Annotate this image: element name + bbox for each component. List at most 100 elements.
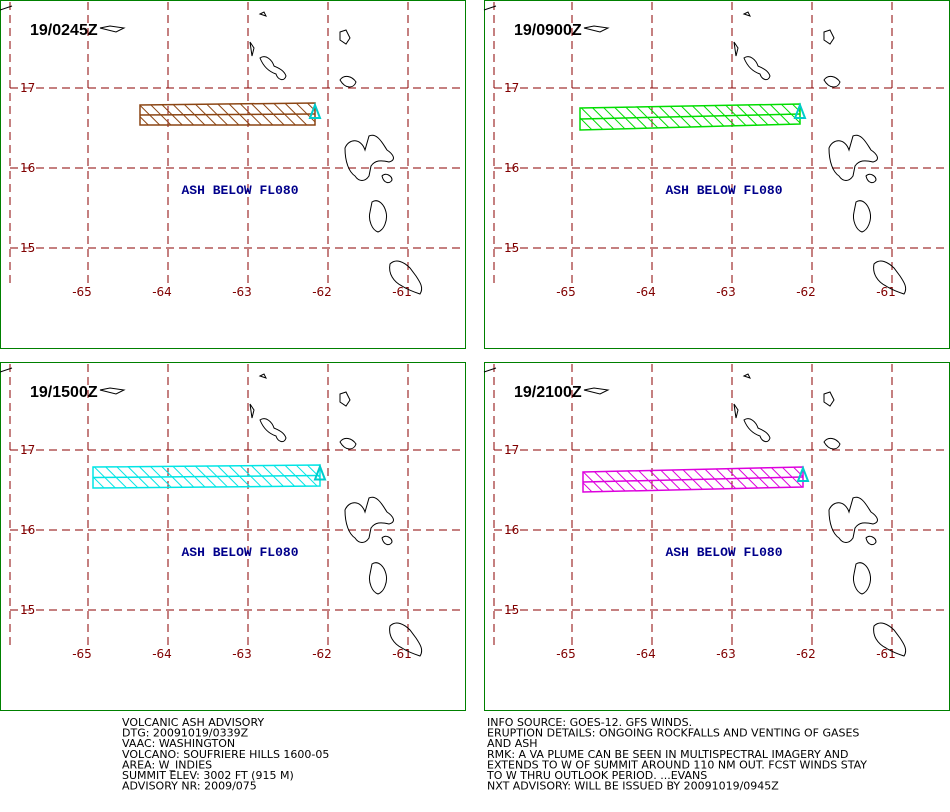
coastline <box>339 75 357 88</box>
coastline <box>828 496 878 543</box>
plume-axis <box>139 113 316 116</box>
coastline <box>743 418 771 443</box>
coastline <box>742 11 751 17</box>
valid-time: 19/1500Z <box>30 384 98 401</box>
coastline <box>743 56 771 81</box>
footer-line: VOLCANO: SOUFRIERE HILLS 1600-05 <box>122 748 329 761</box>
ash-level: ASH BELOW FL080 <box>665 183 782 198</box>
coastline <box>369 200 387 233</box>
lon-label: -63 <box>232 285 252 299</box>
lon-label: -63 <box>716 647 736 661</box>
lon-label: -65 <box>72 285 92 299</box>
lon-label: -61 <box>876 647 896 661</box>
lon-label: -64 <box>636 647 656 661</box>
lon-label: -65 <box>556 647 576 661</box>
coastline <box>733 41 739 57</box>
footer-line: TO W THRU OUTLOOK PERIOD. ...EVANS <box>486 769 707 782</box>
footer-line: DTG: 20091019/0339Z <box>122 727 249 740</box>
coastline <box>258 373 267 379</box>
coastline <box>873 622 907 657</box>
footer-line: INFO SOURCE: GOES-12. GFS WINDS. <box>487 716 692 729</box>
lat-label: 17 <box>504 443 519 457</box>
coastline <box>823 391 835 407</box>
coastline <box>823 437 841 450</box>
lat-label: 17 <box>20 81 35 95</box>
coastline <box>99 387 126 395</box>
volcano <box>313 463 327 481</box>
lat-label: 15 <box>20 241 35 255</box>
coastline <box>733 403 739 419</box>
footer-line: SUMMIT ELEV: 3002 FT (915 M) <box>122 769 294 782</box>
coastline <box>483 367 497 373</box>
ash-level: ASH BELOW FL080 <box>665 545 782 560</box>
lat-label: 17 <box>504 81 519 95</box>
lon-label: -62 <box>796 285 816 299</box>
lon-label: -65 <box>556 285 576 299</box>
coastline <box>389 622 423 657</box>
coastline <box>249 403 255 419</box>
coastline <box>369 562 387 595</box>
lon-label: -62 <box>312 647 332 661</box>
coastline <box>853 562 871 595</box>
map-panel: 17 16 15 -65 -64 -63 -62 -61 19/2100Z ASH BELOW F… <box>483 362 950 711</box>
coastline <box>742 373 751 379</box>
valid-time: 19/2100Z <box>514 384 582 401</box>
volcano <box>796 465 810 482</box>
footer-line: NXT ADVISORY: WILL BE ISSUED BY 20091019… <box>487 780 779 793</box>
lat-label: 16 <box>20 161 35 175</box>
coastline <box>865 535 877 546</box>
coastline <box>259 56 287 81</box>
lon-label: -62 <box>796 647 816 661</box>
map-panel: 17 16 15 -65 -64 -63 -62 -61 19/0245Z ASH BELOW F… <box>0 0 466 349</box>
lat-label: 16 <box>504 523 519 537</box>
lat-label: 17 <box>20 443 35 457</box>
lon-label: -62 <box>312 285 332 299</box>
coastline <box>583 25 610 33</box>
lon-label: -64 <box>636 285 656 299</box>
coastline <box>249 41 255 57</box>
volcano <box>793 102 807 119</box>
valid-time: 19/0900Z <box>514 22 582 39</box>
ash-level: ASH BELOW FL080 <box>181 545 298 560</box>
footer-line: ADVISORY NR: 2009/075 <box>122 780 257 793</box>
plume-axis <box>582 476 804 483</box>
plume-axis <box>579 113 801 120</box>
coastline <box>258 11 267 17</box>
coastline <box>381 173 393 184</box>
coastline <box>853 200 871 233</box>
coastline <box>389 260 423 295</box>
coastline <box>583 387 610 395</box>
footer-line: AND ASH <box>487 737 538 750</box>
lat-label: 16 <box>504 161 519 175</box>
lon-label: -64 <box>152 647 172 661</box>
map-panel: 17 16 15 -65 -64 -63 -62 -61 19/1500Z ASH BELOW F… <box>0 362 466 711</box>
lon-label: -63 <box>232 647 252 661</box>
coastline <box>339 29 351 45</box>
lat-label: 15 <box>504 603 519 617</box>
valid-time: 19/0245Z <box>30 22 98 39</box>
coastline <box>381 535 393 546</box>
coastline <box>99 25 126 33</box>
lon-label: -61 <box>876 285 896 299</box>
volcano <box>308 102 322 119</box>
lon-label: -61 <box>392 285 412 299</box>
coastline <box>0 5 13 11</box>
coastline <box>339 391 351 407</box>
lon-label: -65 <box>72 647 92 661</box>
lat-label: 16 <box>20 523 35 537</box>
coastline <box>339 437 357 450</box>
coastline <box>483 5 497 11</box>
lon-label: -61 <box>392 647 412 661</box>
footer-line: ERUPTION DETAILS: ONGOING ROCKFALLS AND … <box>487 727 859 740</box>
panel-border <box>0 362 466 711</box>
lon-label: -63 <box>716 285 736 299</box>
lat-label: 15 <box>20 603 35 617</box>
coastline <box>344 496 394 543</box>
footer-line: VAAC: WASHINGTON <box>122 737 235 750</box>
coastline <box>865 173 877 184</box>
lon-label: -64 <box>152 285 172 299</box>
coastline <box>823 75 841 88</box>
coastline <box>873 260 907 295</box>
footer-line: VOLCANIC ASH ADVISORY <box>122 716 264 729</box>
